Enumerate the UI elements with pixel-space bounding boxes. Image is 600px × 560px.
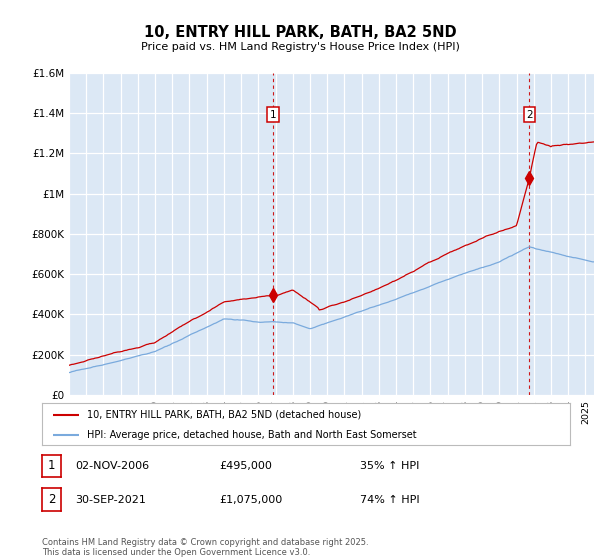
Text: 2: 2 [48, 493, 55, 506]
Text: 30-SEP-2021: 30-SEP-2021 [75, 494, 146, 505]
Text: 1: 1 [269, 110, 276, 120]
Text: 1: 1 [48, 459, 55, 473]
Text: £1,075,000: £1,075,000 [219, 494, 282, 505]
Text: 74% ↑ HPI: 74% ↑ HPI [360, 494, 419, 505]
Text: HPI: Average price, detached house, Bath and North East Somerset: HPI: Average price, detached house, Bath… [87, 430, 416, 440]
Text: 02-NOV-2006: 02-NOV-2006 [75, 461, 149, 471]
Text: Price paid vs. HM Land Registry's House Price Index (HPI): Price paid vs. HM Land Registry's House … [140, 42, 460, 52]
Text: 2: 2 [526, 110, 533, 120]
Text: Contains HM Land Registry data © Crown copyright and database right 2025.
This d: Contains HM Land Registry data © Crown c… [42, 538, 368, 557]
Text: £495,000: £495,000 [219, 461, 272, 471]
Text: 10, ENTRY HILL PARK, BATH, BA2 5ND: 10, ENTRY HILL PARK, BATH, BA2 5ND [143, 25, 457, 40]
Text: 35% ↑ HPI: 35% ↑ HPI [360, 461, 419, 471]
Text: 10, ENTRY HILL PARK, BATH, BA2 5ND (detached house): 10, ENTRY HILL PARK, BATH, BA2 5ND (deta… [87, 410, 361, 420]
